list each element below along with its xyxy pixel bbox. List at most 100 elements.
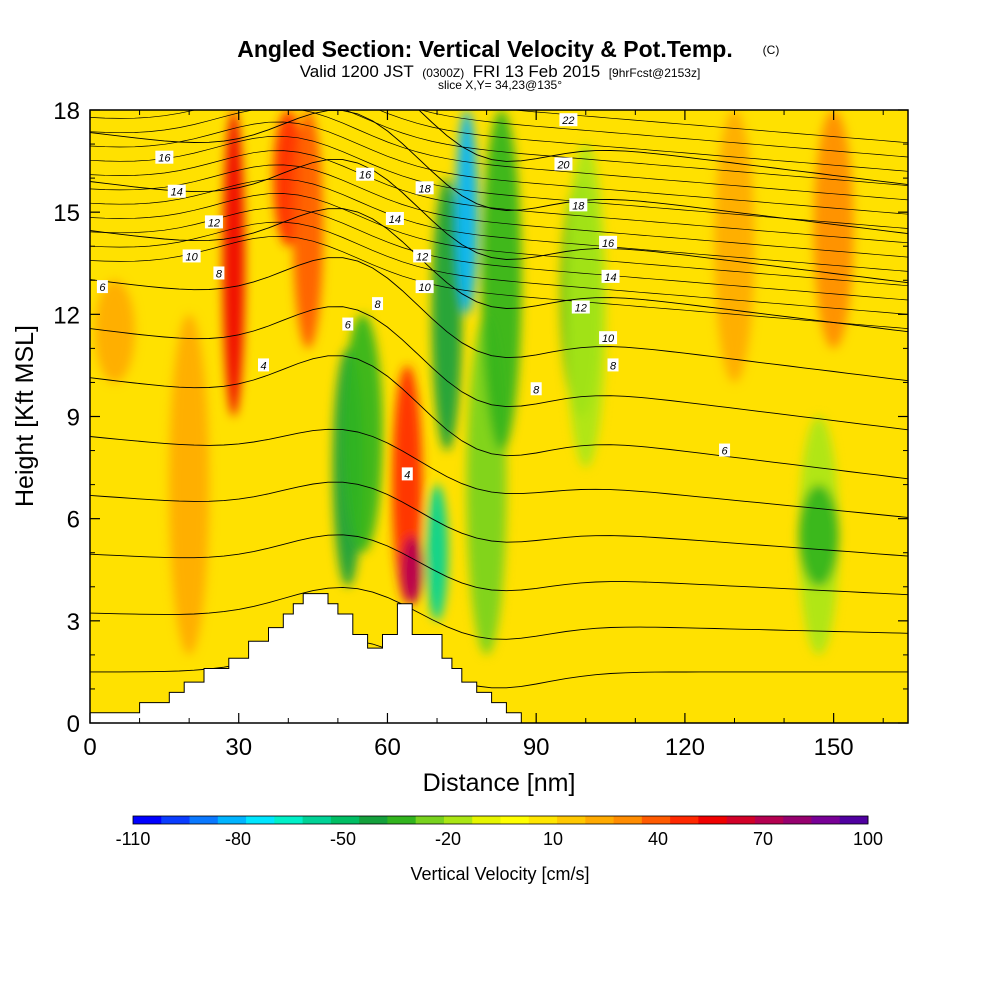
colorbar-swatch [246,816,275,824]
velocity-cell [293,110,324,349]
colorbar-swatch [415,816,445,824]
colorbar-swatch [189,816,219,824]
contour-label: 16 [155,150,174,165]
colorbar-swatch [387,816,417,824]
terrain [90,593,908,723]
theta-contours [90,110,908,689]
contour-label-text: 8 [216,268,223,280]
y-tick-label: 3 [67,609,80,636]
theta-contour-line [90,257,908,382]
x-tick-label: 90 [523,734,550,761]
colorbar-swatch [161,816,191,824]
y-axis-label: Height [Kft MSL] [11,325,39,507]
theta-contour-line [418,110,908,186]
colorbar-swatch [698,816,728,824]
subtitle-zulu: (0300Z) [422,66,464,80]
colorbar-swatch [217,816,247,824]
colorbar-swatch [443,816,473,824]
y-tick-label: 9 [67,405,80,432]
theta-contour-line [90,178,908,272]
theta-contour-line [90,110,908,186]
contour-label: 12 [571,300,590,315]
contour-label-text: 8 [374,299,381,311]
contour-label-text: 10 [419,282,432,294]
colorbar-label: Vertical Velocity [cm/s] [410,864,589,884]
y-tick-label: 15 [53,200,80,227]
contour-label-text: 16 [602,238,615,250]
colorbar-swatch [839,816,869,824]
subtitle-valid: Valid 1200 JST [300,62,414,81]
colorbar-swatch [670,816,699,824]
contour-label: 10 [415,280,434,294]
contour-label-bg [559,113,578,127]
colorbar-swatch [500,816,530,824]
colorbar-swatch [613,816,643,824]
y-tick-label: 0 [67,711,80,738]
contour-label: 12 [413,249,432,263]
contour-label-text: 6 [722,446,729,458]
contour-label-bg [413,249,432,263]
colorbar-swatch [330,816,360,824]
velocity-cell [798,484,839,587]
x-axis-label: Distance [nm] [423,769,576,797]
contour-label-bg [569,198,588,212]
colorbar-swatch [783,816,812,824]
contour-label-bg [554,157,573,171]
x-ticks: 0 30 60 90 120 150 [83,110,884,761]
theta-contour-line [90,110,908,235]
x-tick-label: 60 [374,734,401,761]
velocity-field [94,110,854,655]
contour-label-bg [530,382,542,396]
y-ticks: 0 3 6 9 12 15 18 [53,98,908,738]
contour-label-bg [155,150,174,164]
contour-label-text: 14 [604,272,616,284]
colorbar-tick-label: -110 [116,829,151,849]
colorbar-tick-label: -50 [330,829,356,849]
contour-labels: 16 14 12 10 8 6 16 18 14 12 10 8 6 4 4 22 20 18 16 14 12 10 8 8… [96,113,731,481]
contour-label-text: 12 [575,303,587,315]
contour-label: 6 [719,443,731,458]
contour-label-text: 18 [419,183,432,195]
contour-label-bg [571,300,590,314]
contour-label: 8 [372,297,384,311]
contour-label-text: 18 [572,200,585,212]
contour-label-bg [204,215,223,229]
contour-label-text: 22 [561,115,574,127]
y-tick-label: 6 [67,507,80,534]
contour-label: 18 [415,181,434,195]
contour-label-text: 6 [99,282,106,294]
contour-label-bg [182,249,201,263]
contour-label-bg [167,184,186,198]
colorbar-tick-label: 40 [648,829,668,849]
velocity-cell [222,110,245,417]
theta-contour-line [90,586,908,640]
plot-area: 16 14 12 10 8 6 16 18 14 12 10 8 6 4 4 22 20 18 16 14 12 10 8 8… [90,110,908,723]
contour-label-bg [213,266,225,280]
contour-label-bg [415,280,434,294]
colorbar-swatch [359,816,388,824]
colorbar-swatch [641,816,671,824]
y-tick-label: 12 [53,302,80,329]
contour-label: 6 [342,317,354,332]
subtitle-date: FRI 13 Feb 2015 [473,62,601,81]
theta-contour-line [419,110,908,158]
contour-label-bg [599,331,618,345]
subtitle-forecast: [9hrFcst@2153z] [609,66,701,80]
contour-label: 14 [385,211,404,226]
contour-label-text: 20 [556,159,570,171]
colorbar-tick-label: 70 [753,829,773,849]
contour-label-bg [607,358,619,372]
theta-contour-line [90,639,908,689]
title-unit: (C) [763,43,780,57]
contour-label: 4 [258,358,270,372]
contour-label-text: 10 [602,333,615,345]
x-tick-label: 0 [83,734,96,761]
contour-label-text: 14 [389,214,401,226]
theta-contour-line [90,481,908,557]
theta-contour-line [90,164,908,258]
colorbar-tick-label: 100 [853,829,883,849]
colorbar-swatch [302,816,332,824]
colorbar-swatch [557,816,586,824]
colorbar-swatch [754,816,784,824]
velocity-cell [169,314,210,655]
